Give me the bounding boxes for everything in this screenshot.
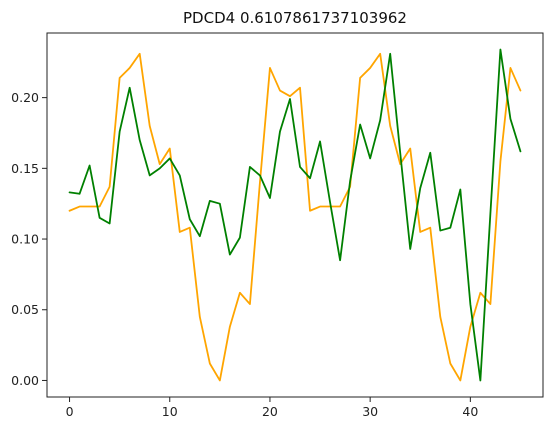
y-tick-label: 0.00 (11, 373, 39, 388)
series-line-1 (68, 52, 522, 382)
series-line-2 (68, 48, 522, 382)
y-tick-label: 0.10 (11, 232, 39, 247)
x-tick-label: 10 (162, 404, 178, 419)
ticks-layer: 0 10 20 30 40 0.00 0.05 0.10 0.15 0.20 (11, 90, 478, 419)
x-tick-label: 40 (462, 404, 478, 419)
series-layer (68, 48, 522, 382)
x-tick-label: 0 (66, 404, 74, 419)
chart-title: PDCD4 0.6107861737103962 (183, 9, 407, 27)
plot-area-frame (46, 32, 544, 398)
x-tick-label: 30 (362, 404, 378, 419)
x-tick-label: 20 (262, 404, 278, 419)
y-tick-label: 0.05 (11, 302, 39, 317)
y-tick-label: 0.20 (11, 90, 39, 105)
y-tick-label: 0.15 (11, 161, 39, 176)
